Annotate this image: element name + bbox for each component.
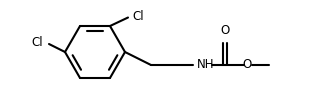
Text: NH: NH bbox=[197, 59, 214, 71]
Text: O: O bbox=[242, 59, 251, 71]
Text: Cl: Cl bbox=[132, 10, 144, 23]
Text: O: O bbox=[220, 24, 230, 37]
Text: Cl: Cl bbox=[31, 36, 43, 48]
